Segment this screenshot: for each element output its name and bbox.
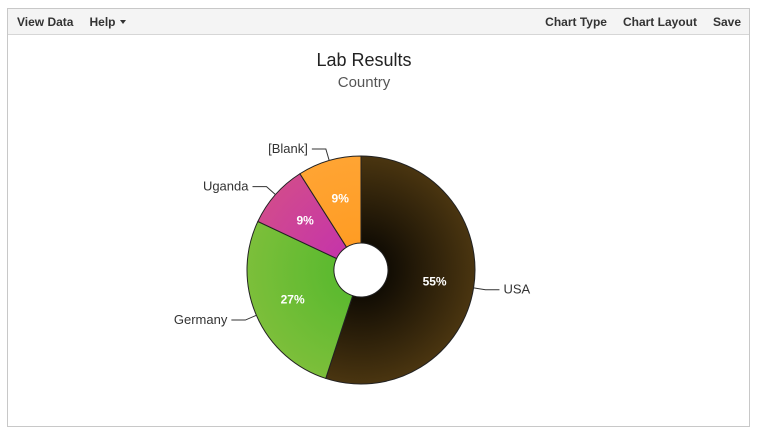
leader-line <box>311 148 330 161</box>
leader-line <box>231 314 257 321</box>
help-label: Help <box>89 14 116 29</box>
slice-category-label: USA <box>503 282 530 297</box>
slice-value-label: 9% <box>332 191 350 205</box>
pie-slice-blank[interactable] <box>299 155 362 248</box>
slice-value-label: 9% <box>296 214 314 228</box>
chart-title: Lab Results <box>316 50 411 70</box>
view-data-button[interactable]: View Data <box>17 14 74 29</box>
save-button[interactable]: Save <box>712 14 741 29</box>
pie-slice-germany[interactable] <box>246 220 354 380</box>
slice-category-label: Uganda <box>203 179 249 194</box>
help-menu-button[interactable]: Help <box>89 14 126 29</box>
chevron-down-icon <box>119 20 126 25</box>
pie-slice-usa[interactable] <box>325 155 476 385</box>
chart-subtitle: Country <box>338 74 391 91</box>
chart-layout-button[interactable]: Chart Layout <box>622 14 697 29</box>
leader-line <box>473 287 500 291</box>
slice-category-label: [Blank] <box>268 141 308 156</box>
chart-type-button[interactable]: Chart Type <box>545 14 607 29</box>
slice-category-label: Germany <box>174 312 228 327</box>
leader-line <box>252 186 276 195</box>
slice-value-label: 55% <box>423 275 447 289</box>
slice-value-label: 27% <box>281 293 305 307</box>
toolbar: View Data Help Chart Type Chart Layout S… <box>8 9 749 35</box>
